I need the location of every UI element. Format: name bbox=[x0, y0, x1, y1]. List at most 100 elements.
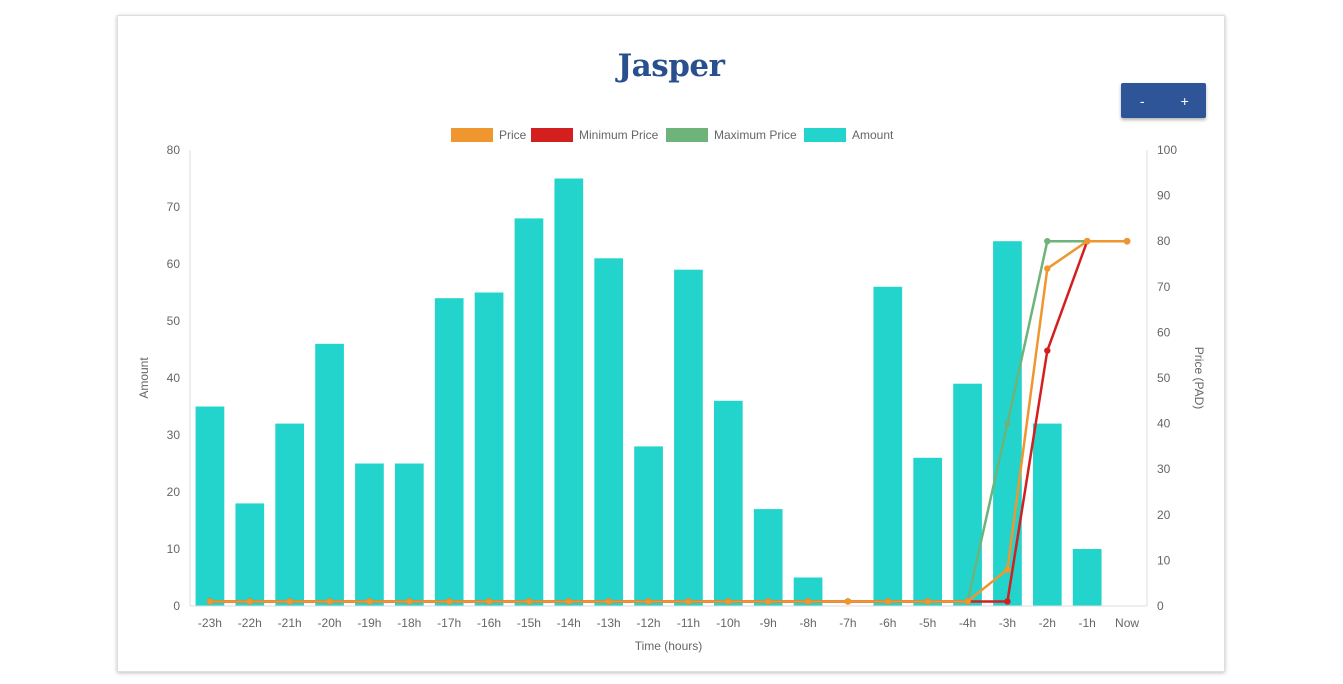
price-point bbox=[525, 598, 533, 605]
minimum-price-point bbox=[1004, 598, 1011, 605]
amount-bar bbox=[474, 292, 504, 606]
price-point bbox=[206, 598, 214, 605]
right-tick-label: 80 bbox=[1157, 234, 1171, 248]
page-title: Jasper bbox=[617, 48, 725, 84]
right-tick-label: 20 bbox=[1157, 508, 1171, 522]
left-tick-label: 80 bbox=[167, 143, 181, 157]
legend-item-amount: Amount bbox=[804, 128, 894, 142]
amount-bar bbox=[195, 406, 225, 606]
amount-bar bbox=[394, 463, 424, 606]
x-tick-label: -21h bbox=[278, 616, 302, 630]
price-line bbox=[209, 239, 1128, 603]
price-point bbox=[685, 598, 692, 605]
price-point bbox=[485, 598, 493, 605]
x-tick-label: -1h bbox=[1079, 616, 1096, 630]
legend-item-maximum-price: Maximum Price bbox=[666, 128, 797, 142]
left-tick-label: 40 bbox=[167, 371, 181, 385]
maximum-price-point bbox=[1004, 420, 1011, 427]
chart-legend: Price Minimum Price Maximum Price Amount bbox=[451, 128, 894, 142]
price-point bbox=[884, 598, 892, 605]
price-point bbox=[366, 598, 373, 605]
amount-bar bbox=[873, 286, 903, 606]
amount-bar bbox=[713, 400, 743, 606]
price-point bbox=[1004, 566, 1011, 573]
amount-bar bbox=[753, 509, 783, 606]
legend-label: Maximum Price bbox=[714, 128, 797, 142]
chart-card: Jasper - + Price Minimum Price Maximum Pri… bbox=[117, 15, 1225, 672]
zoom-in-button[interactable]: + bbox=[1164, 83, 1207, 118]
left-tick-label: 10 bbox=[167, 542, 181, 556]
x-tick-label: -15h bbox=[517, 616, 541, 630]
price-point bbox=[804, 598, 812, 605]
x-tick-label: -17h bbox=[437, 616, 461, 630]
amount-bar bbox=[634, 446, 663, 606]
left-tick-label: 20 bbox=[167, 485, 181, 499]
x-tick-label: -19h bbox=[357, 616, 381, 630]
x-tick-label: -12h bbox=[637, 616, 661, 630]
price-lines bbox=[206, 238, 1131, 605]
x-tick-label: -22h bbox=[238, 616, 262, 630]
left-tick-label: 50 bbox=[167, 314, 181, 328]
left-tick-label: 30 bbox=[167, 428, 181, 442]
right-tick-label: 40 bbox=[1157, 417, 1171, 431]
right-tick-label: 70 bbox=[1157, 280, 1171, 294]
x-axis: -23h -22h -21h -20h -19h -18h -17h -16h -15h -14h… bbox=[190, 605, 1147, 630]
x-tick-label: -2h bbox=[1039, 616, 1056, 630]
maximum-price-line bbox=[209, 239, 1128, 603]
price-point bbox=[286, 598, 293, 605]
price-point bbox=[844, 598, 852, 605]
legend-swatch bbox=[451, 128, 493, 142]
left-tick-label: 70 bbox=[167, 200, 181, 214]
price-point bbox=[964, 598, 971, 605]
x-tick-label: -16h bbox=[477, 616, 501, 630]
amount-bar bbox=[1072, 549, 1102, 606]
x-tick-label: -11h bbox=[677, 616, 700, 630]
right-tick-label: 10 bbox=[1157, 553, 1171, 567]
amount-bar bbox=[275, 423, 305, 606]
price-point bbox=[605, 598, 612, 605]
x-tick-label: -14h bbox=[557, 616, 581, 630]
legend-label: Amount bbox=[852, 128, 894, 142]
amount-bar bbox=[1032, 423, 1062, 606]
y2-axis-title: Price (PAD) bbox=[1192, 347, 1206, 409]
amount-bar bbox=[434, 298, 464, 606]
zoom-out-button[interactable]: - bbox=[1121, 83, 1164, 118]
amount-bar bbox=[355, 463, 384, 606]
x-tick-label: -9h bbox=[760, 616, 777, 630]
price-point bbox=[326, 598, 333, 605]
x-tick-label: -18h bbox=[397, 616, 421, 630]
x-tick-label: -3h bbox=[999, 616, 1016, 630]
x-tick-label: -10h bbox=[716, 616, 740, 630]
price-point bbox=[645, 598, 652, 605]
x-tick-label: -13h bbox=[597, 616, 621, 630]
right-tick-label: 50 bbox=[1157, 371, 1171, 385]
price-point bbox=[1123, 238, 1131, 245]
amount-bar bbox=[514, 218, 544, 606]
maximum-price-point bbox=[1044, 238, 1051, 245]
left-tick-label: 0 bbox=[173, 599, 180, 613]
price-point bbox=[924, 598, 931, 605]
x-tick-label: -23h bbox=[198, 616, 222, 630]
right-tick-label: 0 bbox=[1157, 599, 1164, 613]
legend-swatch bbox=[531, 128, 573, 142]
amount-bar bbox=[913, 457, 943, 606]
x-tick-label: Now bbox=[1115, 616, 1139, 630]
amount-bar bbox=[674, 269, 703, 606]
minimum-price-series bbox=[206, 238, 1131, 605]
left-tick-label: 60 bbox=[167, 257, 181, 271]
price-series bbox=[206, 238, 1131, 605]
amount-bars bbox=[195, 178, 1102, 606]
minimum-price-point bbox=[1044, 347, 1051, 354]
price-point bbox=[1083, 238, 1091, 245]
amount-bar bbox=[235, 503, 265, 606]
amount-bar bbox=[594, 258, 624, 606]
legend-label: Minimum Price bbox=[579, 128, 659, 142]
chart: Price Minimum Price Maximum Price Amount 0 1… bbox=[137, 128, 1206, 653]
legend-item-minimum-price: Minimum Price bbox=[531, 128, 659, 142]
right-tick-label: 100 bbox=[1157, 143, 1177, 157]
price-point bbox=[725, 598, 732, 605]
price-point bbox=[764, 598, 772, 605]
amount-bar bbox=[315, 343, 344, 606]
right-tick-label: 90 bbox=[1157, 189, 1171, 203]
zoom-controls: - + bbox=[1121, 83, 1206, 118]
